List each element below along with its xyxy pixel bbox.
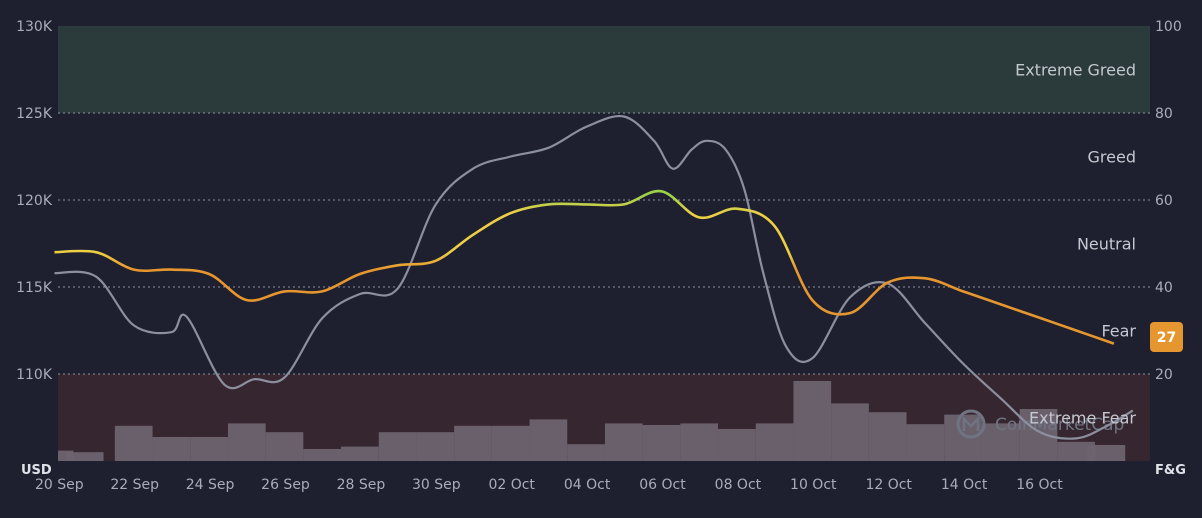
volume-bar <box>1057 441 1096 461</box>
zone-label-neutral: Neutral <box>1077 235 1136 254</box>
price-line <box>54 114 1134 440</box>
zone-label-extreme-fear: Extreme Fear <box>1029 409 1136 428</box>
volume-bar <box>58 450 74 461</box>
volume-bar <box>831 403 869 461</box>
x-tick-label: 02 Oct <box>488 477 535 493</box>
right-tick-label: 20 <box>1155 367 1173 383</box>
zone-label-extreme-greed: Extreme Greed <box>1015 61 1136 80</box>
volume-bar <box>190 437 228 461</box>
volume-bar <box>1019 409 1058 461</box>
x-tick-label: 08 Oct <box>715 477 762 493</box>
watermark: CoinMarketCap <box>956 409 1124 439</box>
x-tick-label: 16 Oct <box>1016 477 1063 493</box>
x-tick-label: 14 Oct <box>941 477 988 493</box>
volume-bar <box>378 432 417 461</box>
right-tick-label: 40 <box>1155 280 1173 296</box>
volume-bar <box>529 419 568 461</box>
volume-bar <box>341 446 379 461</box>
volume-bar <box>906 424 945 461</box>
x-tick-label: 12 Oct <box>865 477 912 493</box>
volume-bar <box>567 444 605 461</box>
coinmarketcap-logo-icon <box>956 409 986 439</box>
volume-bar <box>65 452 104 461</box>
x-tick-label: 28 Sep <box>337 477 386 493</box>
grid-lines <box>58 112 1150 375</box>
left-tick-label: 115K <box>16 280 53 296</box>
volume-bar <box>868 412 907 461</box>
volume-bar <box>793 381 832 461</box>
left-tick-label: 110K <box>16 367 53 383</box>
x-tick-label: 22 Sep <box>110 477 159 493</box>
fear-greed-line <box>54 189 1115 345</box>
zone-label-greed: Greed <box>1088 148 1136 167</box>
left-axis-ticks: 130K 125K 120K 115K 110K <box>16 19 53 383</box>
x-tick-label: 20 Sep <box>35 477 84 493</box>
watermark-text: CoinMarketCap <box>995 415 1124 435</box>
volume-bar <box>152 437 191 461</box>
x-tick-label: 30 Sep <box>412 477 461 493</box>
x-tick-label: 10 Oct <box>790 477 837 493</box>
current-value-badge-bg <box>1150 322 1183 352</box>
series-lines <box>54 114 1134 440</box>
right-axis-unit: F&G <box>1155 463 1186 478</box>
zone-labels: Extreme Greed Greed Neutral Fear Extreme Fea… <box>1015 61 1136 428</box>
left-tick-label: 125K <box>16 106 53 122</box>
volume-bar <box>227 423 266 461</box>
current-value-text: 27 <box>1157 330 1176 346</box>
volume-bar <box>454 425 492 461</box>
left-axis-unit: USD <box>21 463 52 478</box>
sentiment-zones <box>58 26 1150 461</box>
right-tick-label: 100 <box>1155 19 1182 35</box>
volume-bar <box>755 423 794 461</box>
volume-bar <box>680 423 719 461</box>
x-tick-label: 04 Oct <box>564 477 611 493</box>
volume-bar <box>416 432 455 461</box>
volume-bar <box>718 429 756 461</box>
right-tick-label: 60 <box>1155 193 1173 209</box>
zone-extreme-greed <box>58 26 1150 113</box>
volume-bar <box>114 425 153 461</box>
left-tick-label: 130K <box>16 19 53 35</box>
volume-bar <box>1087 445 1126 461</box>
volume-bar <box>604 423 643 461</box>
x-tick-label: 06 Oct <box>639 477 686 493</box>
volume-bars <box>58 381 1126 461</box>
current-value-badge: 27 <box>1150 322 1183 352</box>
left-tick-label: 120K <box>16 193 53 209</box>
x-axis-ticks: 20 Sep 22 Sep 24 Sep 26 Sep 28 Sep 30 Sep 02 O… <box>35 477 1063 493</box>
volume-bar <box>491 425 530 461</box>
volume-bar <box>981 423 1020 461</box>
right-axis-ticks: 100 80 60 40 20 <box>1155 19 1182 383</box>
volume-bar <box>265 432 304 461</box>
x-tick-label: 24 Sep <box>186 477 235 493</box>
x-tick-label: 26 Sep <box>261 477 310 493</box>
right-tick-label: 80 <box>1155 106 1173 122</box>
volume-bar <box>303 449 342 461</box>
zone-label-fear: Fear <box>1101 322 1136 341</box>
volume-bar <box>642 425 681 461</box>
